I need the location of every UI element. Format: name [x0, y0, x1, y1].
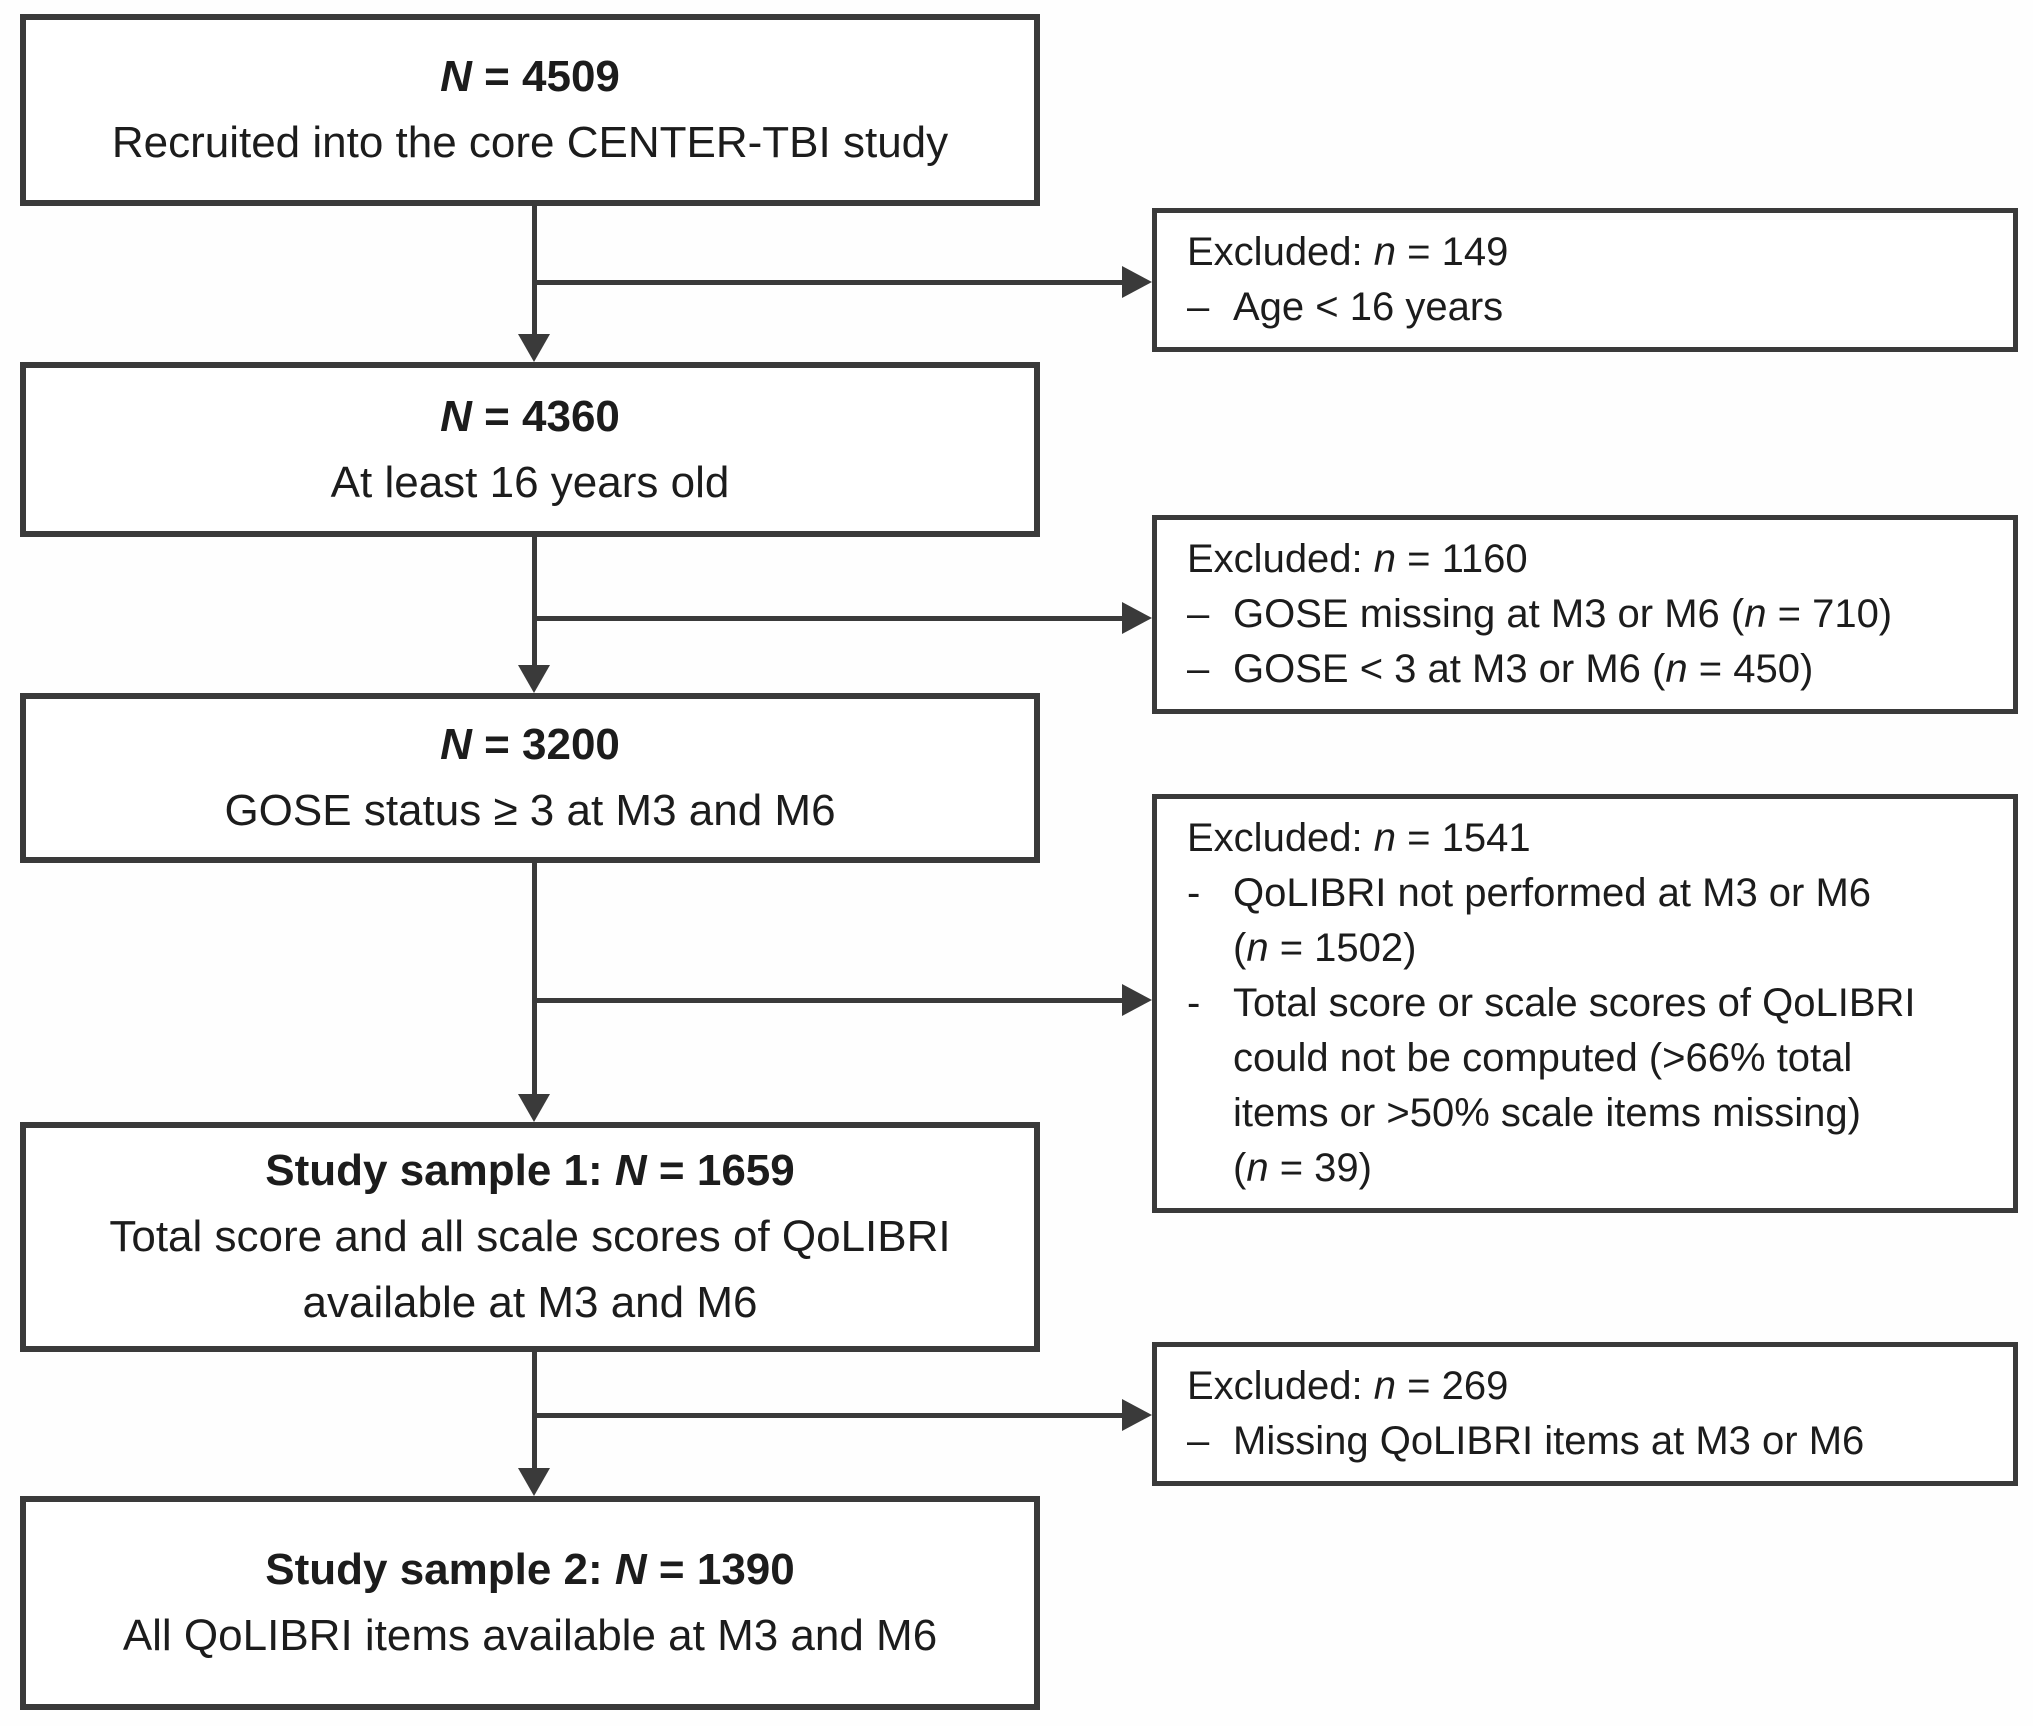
exclusion-items: – GOSE missing at M3 or M6 (n = 710) – GOSE…	[1187, 587, 1995, 697]
connector-line	[532, 537, 537, 667]
flow-box-age-16plus: N = 4360 At least 16 years old	[20, 362, 1040, 537]
exclusion-box-qolibri: Excluded: n = 1541 - QoLIBRI not performe…	[1152, 794, 2018, 1213]
arrow-down-icon	[518, 334, 550, 362]
flow-box-recruited: N = 4509 Recruited into the core CENTER-…	[20, 14, 1040, 206]
arrow-right-icon	[1122, 266, 1152, 298]
exclusion-heading: Excluded: n = 1160	[1187, 537, 1528, 581]
connector-line	[532, 863, 537, 1096]
exclusion-item: - Total score or scale scores of QoLIBRI c…	[1187, 976, 1995, 1196]
box-body: All QoLIBRI items available at M3 and M6	[122, 1611, 938, 1660]
box-heading: N = 4509	[440, 52, 620, 101]
connector-line	[532, 1413, 1122, 1418]
exclusion-items: – Missing QoLIBRI items at M3 or M6	[1187, 1414, 1995, 1469]
connector-line	[532, 206, 537, 338]
connector-line	[532, 616, 1122, 621]
arrow-right-icon	[1122, 602, 1152, 634]
bullet-dash: –	[1187, 285, 1210, 329]
box-body: Total score and all scale scores of QoLI…	[109, 1212, 951, 1327]
arrow-right-icon	[1122, 1399, 1152, 1431]
flow-box-study-sample-1: Study sample 1: N = 1659 Total score and…	[20, 1122, 1040, 1352]
exclusion-box-gose: Excluded: n = 1160 – GOSE missing at M3 o…	[1152, 515, 2018, 714]
flow-box-study-sample-2: Study sample 2: N = 1390 All QoLIBRI ite…	[20, 1496, 1040, 1710]
connector-line	[532, 1352, 537, 1470]
box-heading: Study sample 2: N = 1390	[265, 1545, 795, 1594]
connector-line	[532, 998, 1122, 1003]
exclusion-item: - QoLIBRI not performed at M3 or M6 (n = 1…	[1187, 866, 1995, 976]
exclusion-heading: Excluded: n = 149	[1187, 230, 1509, 274]
exclusion-item: – Missing QoLIBRI items at M3 or M6	[1187, 1414, 1995, 1469]
exclusion-heading: Excluded: n = 269	[1187, 1364, 1509, 1408]
box-body: Recruited into the core CENTER-TBI study	[111, 118, 949, 167]
box-heading: N = 4360	[440, 391, 620, 441]
exclusion-items: - QoLIBRI not performed at M3 or M6 (n = 1…	[1187, 866, 1995, 1196]
arrow-down-icon	[518, 1468, 550, 1496]
box-heading: N = 3200	[440, 720, 620, 769]
exclusion-item: – Age < 16 years	[1187, 280, 1995, 335]
arrow-right-icon	[1122, 984, 1152, 1016]
exclusion-box-under-16: Excluded: n = 149 – Age < 16 years	[1152, 208, 2018, 352]
arrow-down-icon	[518, 665, 550, 693]
bullet-dash: -	[1187, 871, 1201, 915]
exclusion-item: – GOSE < 3 at M3 or M6 (n = 450)	[1187, 642, 1995, 697]
arrow-down-icon	[518, 1094, 550, 1122]
bullet-dash: –	[1187, 592, 1210, 636]
bullet-dash: –	[1187, 1419, 1210, 1463]
box-body: GOSE status ≥ 3 at M3 and M6	[224, 786, 836, 835]
box-heading: Study sample 1: N = 1659	[265, 1146, 795, 1195]
bullet-dash: -	[1187, 981, 1201, 1025]
box-body: At least 16 years old	[330, 457, 730, 507]
connector-line	[532, 280, 1122, 285]
exclusion-box-missing-items: Excluded: n = 269 – Missing QoLIBRI items…	[1152, 1342, 2018, 1486]
flow-box-gose-ge3: N = 3200 GOSE status ≥ 3 at M3 and M6	[20, 693, 1040, 863]
exclusion-item: – GOSE missing at M3 or M6 (n = 710)	[1187, 587, 1995, 642]
exclusion-heading: Excluded: n = 1541	[1187, 816, 1531, 860]
exclusion-items: – Age < 16 years	[1187, 280, 1995, 335]
bullet-dash: –	[1187, 647, 1210, 691]
